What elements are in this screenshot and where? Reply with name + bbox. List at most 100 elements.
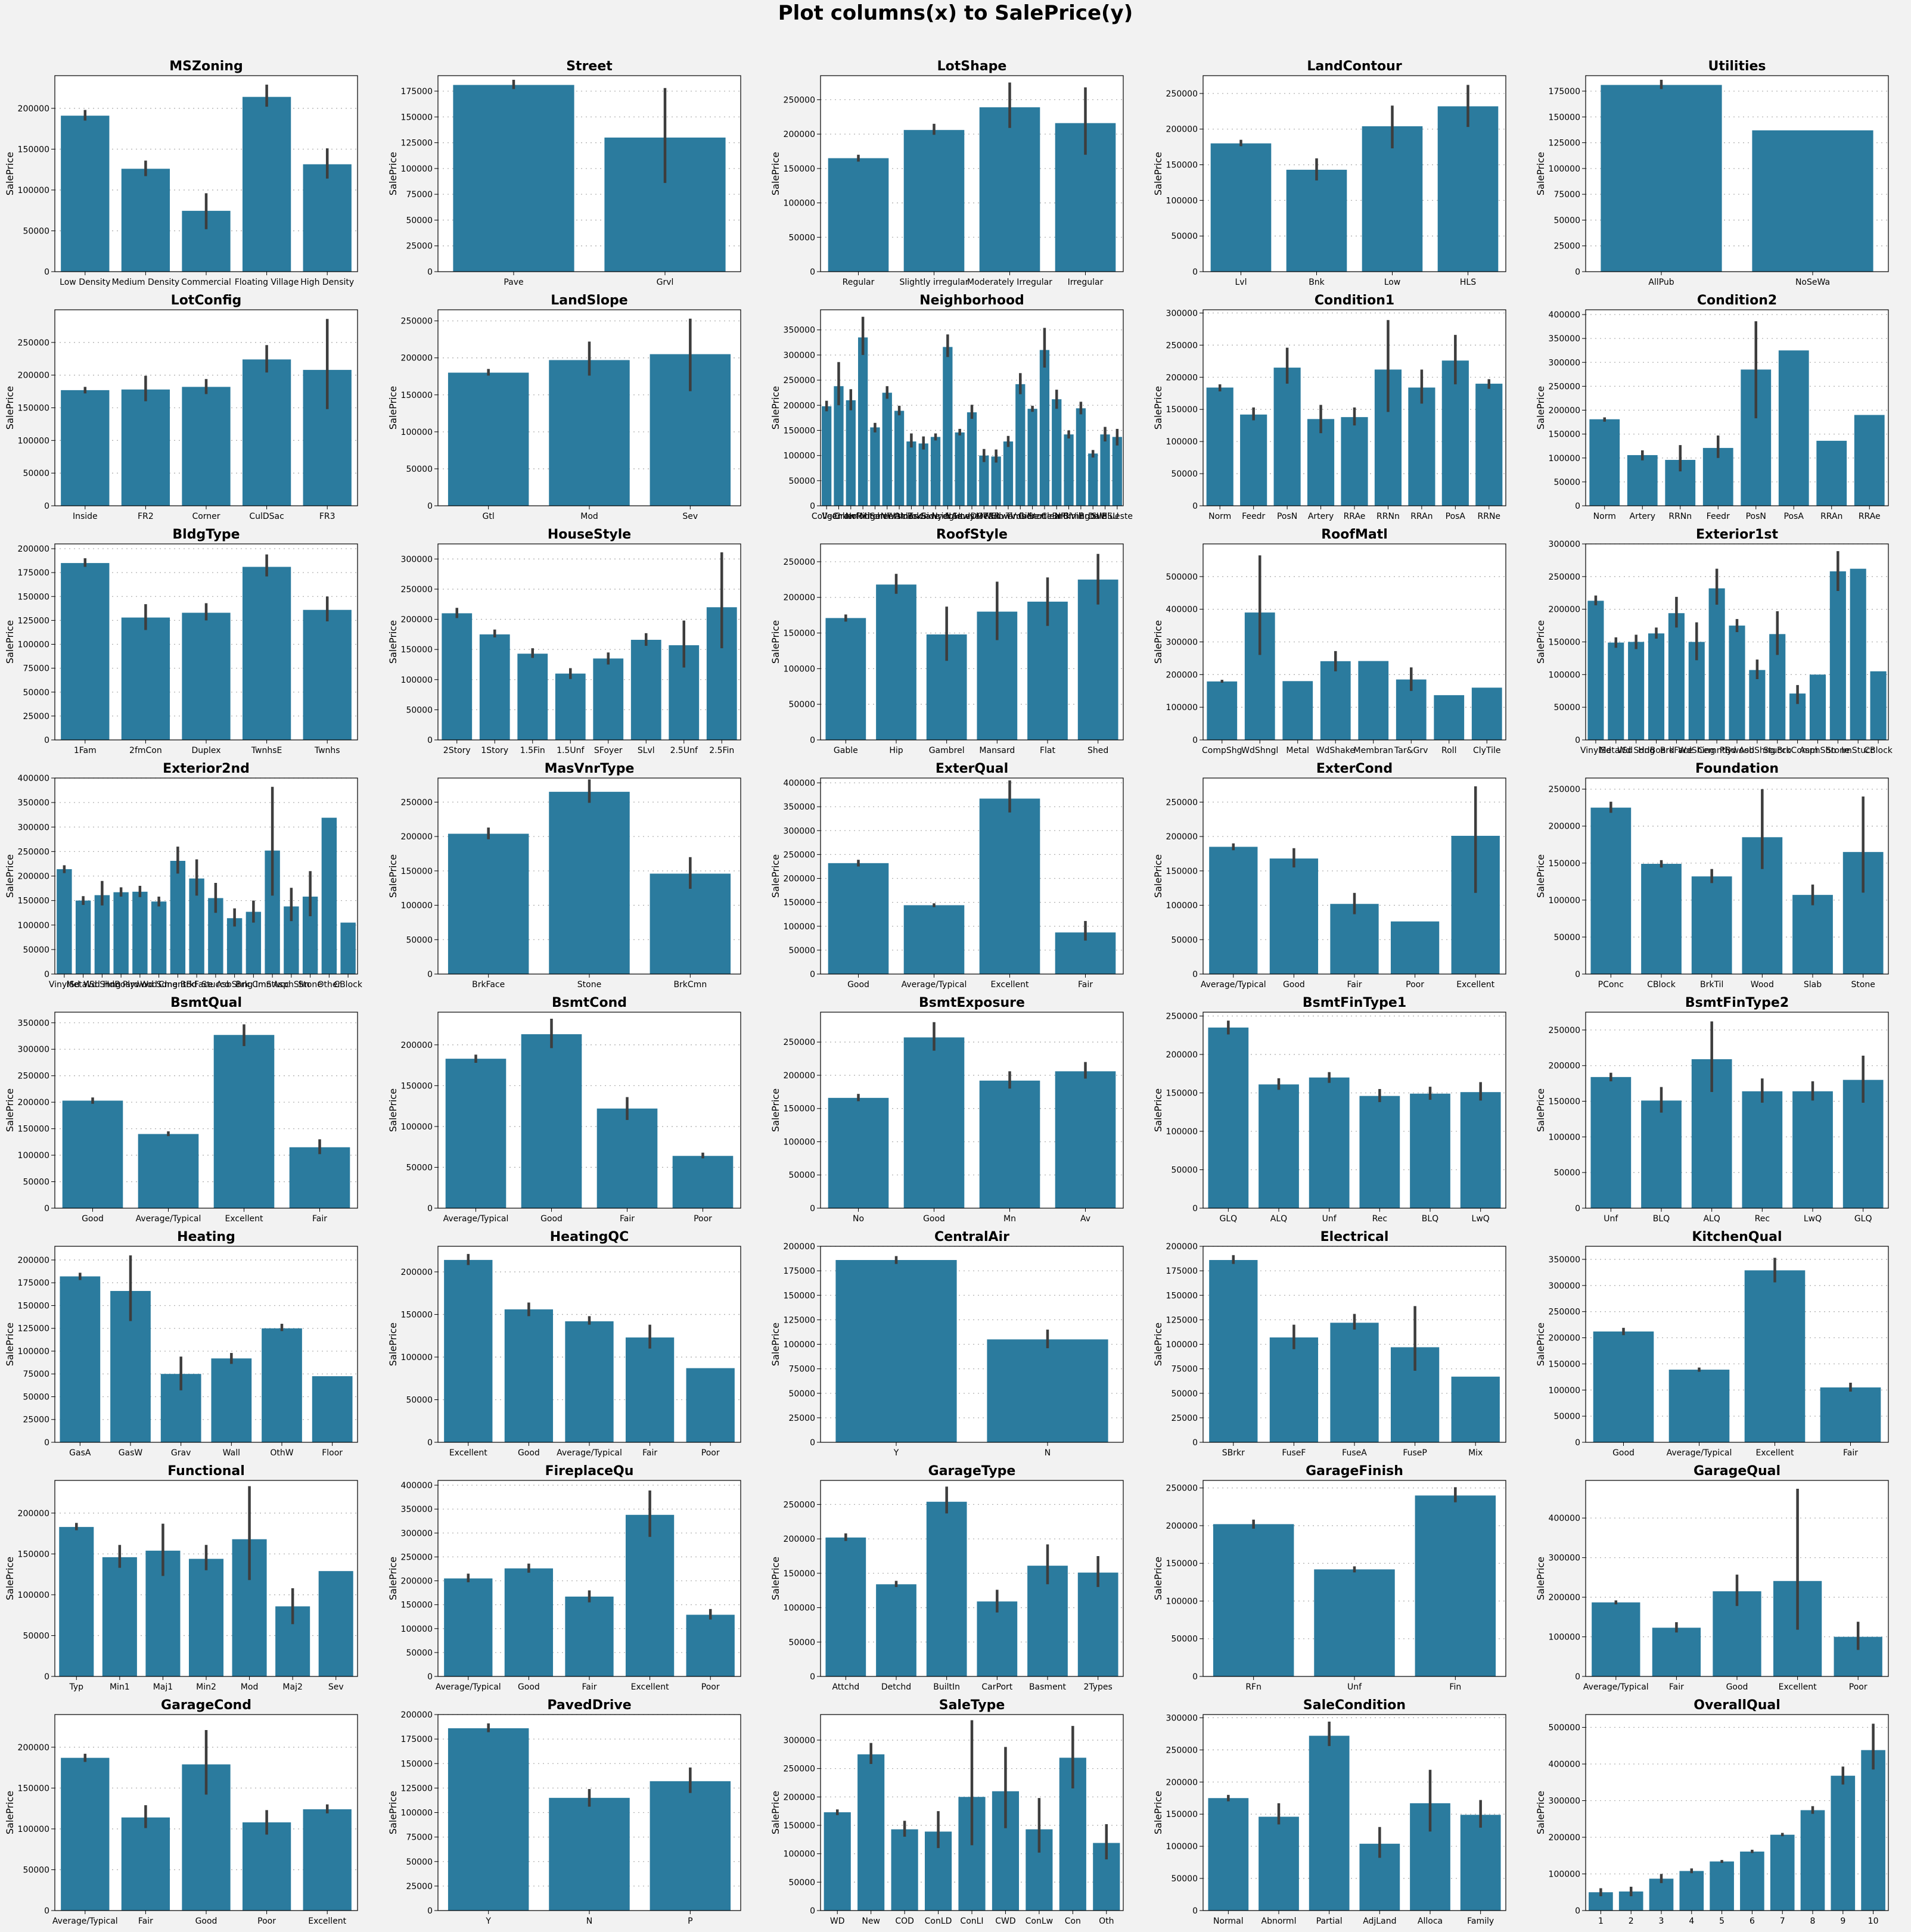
x-tick-label: Family bbox=[1467, 1917, 1494, 1926]
chart-svg: 0 50000 100000 150000 200000 250000 300000 Norm… bbox=[1152, 1698, 1506, 1926]
y-tick-label: 100000 bbox=[18, 921, 49, 931]
bar bbox=[979, 798, 1040, 974]
x-tick-label: Good bbox=[847, 980, 869, 990]
y-tick-label: 150000 bbox=[401, 391, 433, 400]
y-axis-label: SalePrice bbox=[1535, 1323, 1546, 1366]
y-tick-label: 150000 bbox=[1166, 1291, 1198, 1301]
x-tick-label: Sawyer bbox=[920, 512, 951, 521]
x-tick-label: TwnhsE bbox=[251, 746, 282, 755]
subplot-roofmatl: 0 100000 200000 300000 400000 500000 CompShg Wd… bbox=[1148, 517, 1530, 755]
bar bbox=[340, 922, 356, 974]
y-tick-label: 100000 bbox=[1166, 1127, 1198, 1137]
x-tick-label: RFn bbox=[1245, 1682, 1261, 1692]
y-tick-label: 300000 bbox=[1166, 1713, 1198, 1723]
y-tick-label: 200000 bbox=[18, 872, 49, 882]
x-tick-label: SBrkr bbox=[1222, 1448, 1245, 1458]
axes-frame bbox=[437, 777, 741, 975]
bar bbox=[834, 386, 844, 506]
y-tick-label: 200000 bbox=[1549, 1593, 1580, 1603]
y-tick-label: 200000 bbox=[784, 593, 815, 603]
x-tick-label: CollgCr bbox=[812, 512, 842, 521]
bar bbox=[1100, 434, 1110, 506]
y-tick-label: 100000 bbox=[784, 664, 815, 674]
y-tick-label: 100000 bbox=[784, 1604, 815, 1613]
bar bbox=[1408, 387, 1435, 506]
y-axis-label: SalePrice bbox=[1535, 386, 1546, 430]
y-tick-label: 25000 bbox=[23, 712, 49, 721]
y-tick-label: 75000 bbox=[1171, 1365, 1198, 1374]
chart-svg: 0 25000 50000 75000 100000 125000 150000 175000… bbox=[4, 527, 358, 755]
x-tick-label: WD bbox=[830, 1917, 845, 1926]
axes-frame bbox=[54, 543, 358, 741]
subplot-mszoning: 0 50000 100000 150000 200000 Low Density Mediu… bbox=[0, 49, 381, 287]
y-axis-label: SalePrice bbox=[4, 1323, 15, 1366]
bar bbox=[1003, 441, 1014, 506]
y-tick-label: 0 bbox=[44, 267, 49, 277]
x-tick-label: Commercial bbox=[181, 278, 231, 287]
y-axis-label: SalePrice bbox=[387, 1088, 399, 1132]
y-tick-label: 200000 bbox=[401, 1577, 433, 1586]
bar bbox=[138, 1134, 199, 1208]
subplot-title: BsmtCond bbox=[552, 995, 627, 1010]
x-tick-label: BrkCmn bbox=[673, 980, 707, 990]
x-tick-label: Poor bbox=[257, 1917, 276, 1926]
bar bbox=[1309, 1077, 1350, 1208]
axes-frame bbox=[1202, 1012, 1506, 1209]
y-tick-label: 100000 bbox=[401, 164, 433, 174]
bar bbox=[1854, 415, 1885, 506]
subplot-condition1: 0 50000 100000 150000 200000 250000 300000 Norm… bbox=[1148, 283, 1530, 521]
bar bbox=[857, 337, 868, 506]
bar bbox=[1648, 633, 1665, 740]
y-tick-label: 25000 bbox=[788, 1414, 815, 1423]
chart-svg: 0 25000 50000 75000 100000 125000 150000 175000… bbox=[770, 1230, 1124, 1458]
x-tick-label: NAmes bbox=[945, 512, 975, 521]
subplot-bsmtqual: 0 50000 100000 150000 200000 250000 300000 3500… bbox=[0, 985, 381, 1224]
x-tick-label: ImStucc bbox=[1841, 746, 1875, 755]
axes-frame bbox=[820, 543, 1124, 741]
y-tick-label: 400000 bbox=[1549, 1760, 1580, 1769]
plot-area bbox=[1586, 1012, 1888, 1208]
x-tick-label: AllPub bbox=[1648, 278, 1674, 287]
subplot-title: BsmtFinType2 bbox=[1685, 995, 1789, 1010]
x-tick-label: Plywood bbox=[123, 980, 157, 990]
bar bbox=[1792, 895, 1833, 974]
axes-frame bbox=[54, 1480, 358, 1677]
x-tick-label: BrkComm bbox=[1777, 746, 1818, 755]
y-tick-label: 150000 bbox=[401, 1081, 433, 1091]
x-tick-label: Fair bbox=[1078, 980, 1093, 990]
y-tick-label: 150000 bbox=[401, 1759, 433, 1769]
bar bbox=[1850, 568, 1866, 740]
x-tick-label: 6 bbox=[1750, 1917, 1755, 1926]
y-tick-label: 75000 bbox=[406, 190, 433, 200]
y-tick-label: 50000 bbox=[406, 216, 433, 225]
x-tick-label: 2fmCon bbox=[129, 746, 162, 755]
bar bbox=[1415, 1495, 1496, 1676]
plot-area bbox=[821, 1480, 1123, 1676]
y-tick-label: 150000 bbox=[1549, 638, 1580, 648]
y-tick-label: 400000 bbox=[1549, 1514, 1580, 1523]
x-tick-label: Gable bbox=[834, 746, 858, 755]
y-tick-label: 150000 bbox=[1549, 113, 1580, 122]
bar bbox=[1259, 1084, 1299, 1208]
bar bbox=[182, 612, 231, 740]
y-axis-label: SalePrice bbox=[1152, 620, 1164, 664]
axes-frame bbox=[1585, 309, 1889, 506]
subplot-kitchenqual: 0 50000 100000 150000 200000 250000 300000 3500… bbox=[1531, 1219, 1911, 1458]
bar bbox=[75, 900, 91, 974]
x-tick-label: Good bbox=[195, 1917, 217, 1926]
x-tick-label: Excellent bbox=[308, 1917, 346, 1926]
chart-svg: 0 50000 100000 150000 200000 250000 PConc CBloc… bbox=[1535, 761, 1889, 990]
bar bbox=[870, 427, 880, 506]
y-tick-label: 250000 bbox=[1166, 798, 1198, 807]
y-tick-label: 150000 bbox=[784, 629, 815, 639]
subplot-landcontour: 0 50000 100000 150000 200000 250000 Lvl Bnk Low H… bbox=[1148, 49, 1530, 287]
bar bbox=[1077, 1572, 1118, 1676]
y-tick-label: 0 bbox=[810, 1204, 815, 1214]
y-tick-label: 175000 bbox=[401, 87, 433, 97]
y-tick-label: 150000 bbox=[784, 164, 815, 174]
plot-area bbox=[1586, 778, 1888, 974]
chart-svg: 0 50000 100000 150000 200000 250000 300000 3500… bbox=[4, 995, 358, 1224]
x-tick-label: Unf bbox=[1347, 1682, 1362, 1692]
y-tick-label: 0 bbox=[1575, 736, 1580, 745]
x-tick-label: Brk Cmn bbox=[235, 980, 271, 990]
